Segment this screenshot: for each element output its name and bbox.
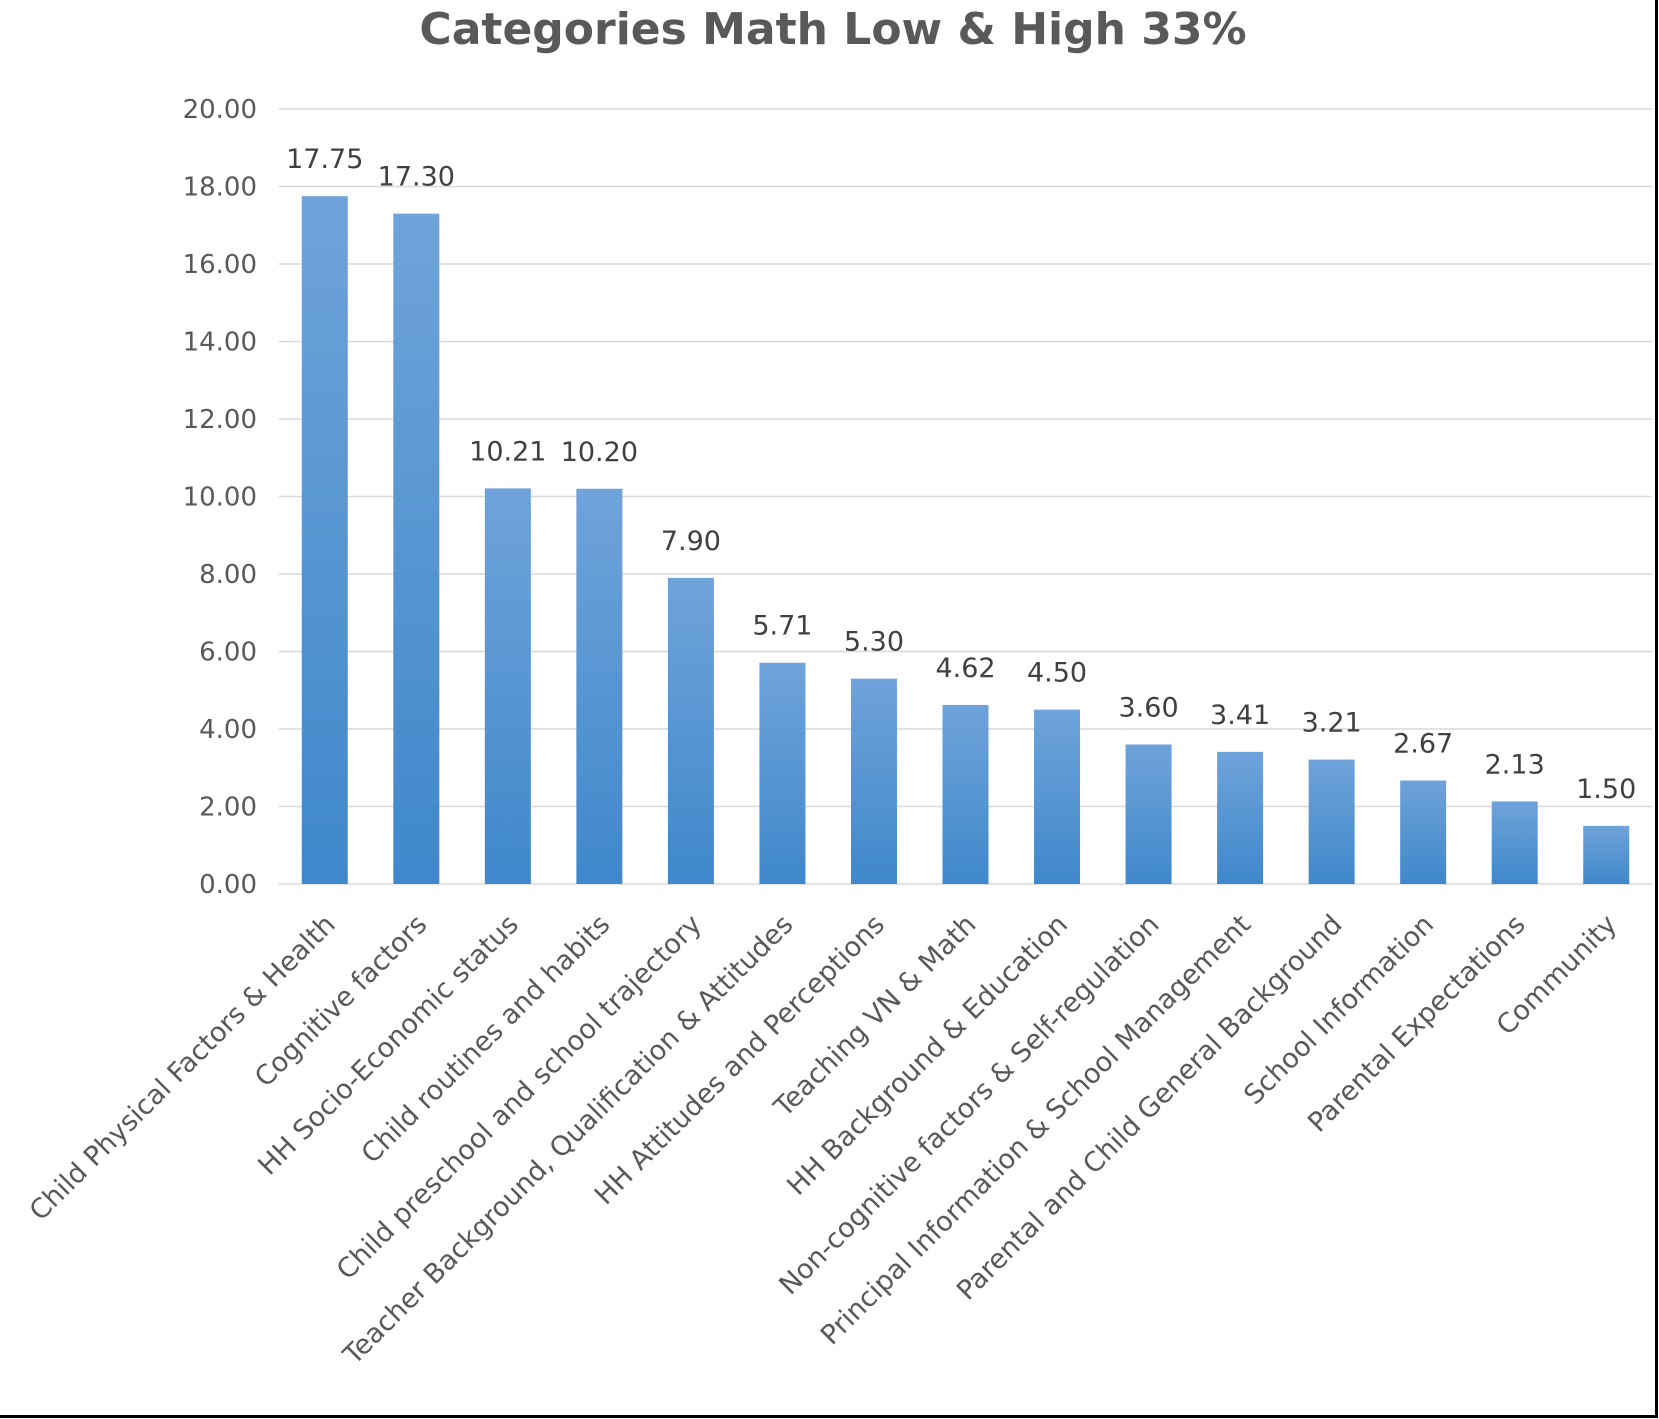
- bar: [1125, 744, 1172, 884]
- bar: [1400, 780, 1447, 884]
- bar: [1308, 759, 1355, 884]
- y-tick-label: 8.00: [199, 560, 257, 590]
- bar: [1491, 801, 1538, 884]
- category-label: Principal Information & School Managemen…: [815, 909, 1257, 1351]
- bar: [1217, 751, 1264, 884]
- y-tick-label: 2.00: [199, 793, 257, 823]
- data-label: 7.90: [661, 526, 721, 557]
- bar: [1034, 709, 1081, 884]
- chart-title: Categories Math Low & High 33%: [419, 4, 1246, 55]
- data-label: 4.62: [935, 653, 995, 684]
- y-tick-label: 16.00: [183, 250, 257, 280]
- category-labels: Child Physical Factors & HealthCognitive…: [24, 909, 1623, 1371]
- data-label: 10.20: [561, 437, 638, 468]
- y-tick-label: 6.00: [199, 638, 257, 668]
- data-label: 10.21: [469, 436, 546, 467]
- data-label: 2.67: [1393, 729, 1453, 760]
- y-tick-label: 18.00: [183, 173, 257, 203]
- bar: [576, 488, 623, 884]
- data-label: 5.30: [844, 627, 904, 658]
- data-label: 4.50: [1027, 658, 1087, 689]
- data-labels: 17.75 17.30 10.21 10.20 7.90 5.71 5.30 4.62 4.50…: [286, 144, 1636, 805]
- data-label: 3.41: [1210, 700, 1270, 731]
- bar: [942, 704, 989, 884]
- y-axis-tick-labels: 0.00 2.00 4.00 6.00 8.00 10.00 12.00 14.00 16.00…: [183, 95, 257, 900]
- data-label: 17.30: [378, 162, 455, 193]
- bar: [759, 662, 806, 884]
- bar: [850, 678, 897, 884]
- data-label: 3.60: [1119, 693, 1179, 724]
- bar: [667, 577, 714, 884]
- y-tick-label: 14.00: [183, 328, 257, 358]
- y-tick-label: 0.00: [199, 870, 257, 900]
- data-label: 5.71: [752, 611, 812, 642]
- bar: [484, 488, 531, 884]
- bar: [1583, 825, 1630, 884]
- bar: [301, 196, 348, 884]
- data-label: 1.50: [1576, 774, 1636, 805]
- bar: [393, 213, 440, 884]
- bars: [301, 196, 1630, 884]
- y-tick-label: 10.00: [183, 483, 257, 513]
- category-label: Cognitive factors: [249, 909, 433, 1093]
- data-label: 3.21: [1302, 708, 1362, 739]
- data-label: 17.75: [286, 144, 363, 175]
- y-tick-label: 12.00: [183, 405, 257, 435]
- y-tick-label: 20.00: [183, 95, 257, 125]
- y-tick-label: 4.00: [199, 715, 257, 745]
- data-label: 2.13: [1485, 749, 1545, 780]
